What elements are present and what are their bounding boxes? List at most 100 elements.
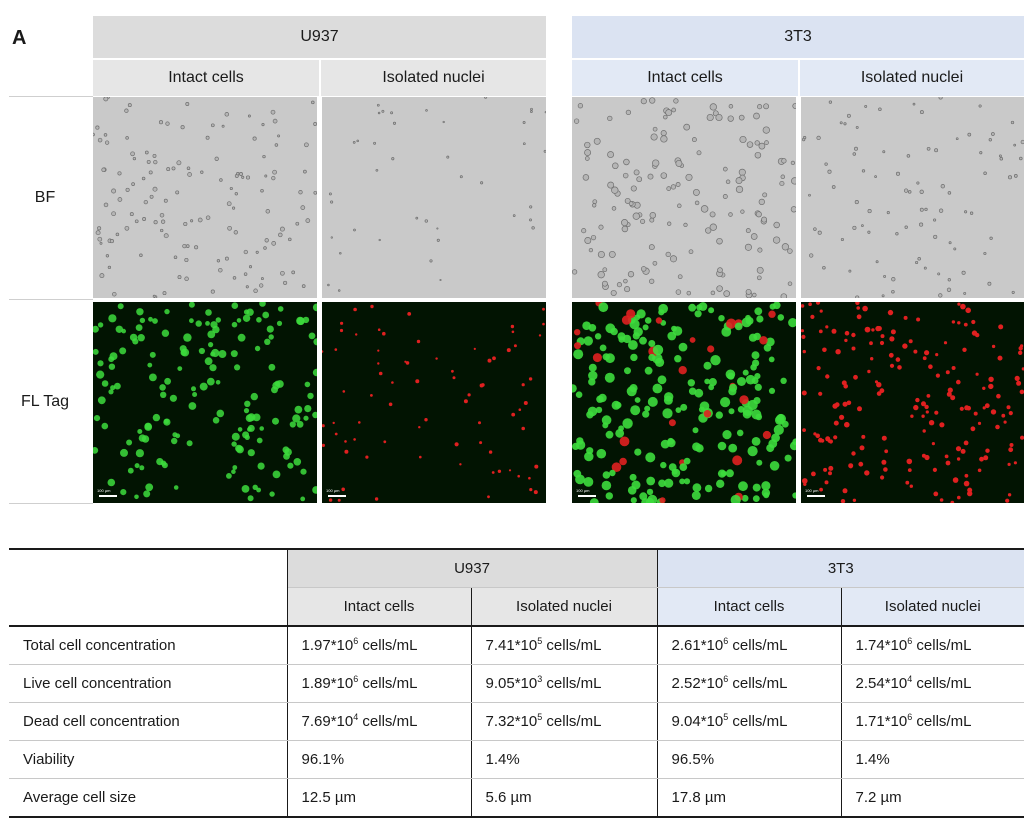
cell-dot [164, 308, 170, 315]
scale-bar-label: 100 µm [326, 488, 340, 493]
scale-bar-label: 100 µm [805, 488, 819, 493]
cell-dot [784, 454, 792, 462]
cell-dot [337, 289, 341, 292]
cell-dot [596, 395, 604, 403]
cell-dot [195, 320, 202, 327]
cell-dot [358, 421, 361, 424]
cell-dot [177, 275, 182, 280]
cell-dot [716, 479, 725, 488]
cell-dot [1008, 447, 1014, 453]
cell-dot [979, 151, 983, 155]
cell-dot [182, 243, 187, 249]
cell-dot [679, 463, 688, 471]
cell-dot [245, 285, 249, 289]
cell-dot [816, 135, 821, 141]
cell-dot [108, 389, 114, 395]
cell-dot [492, 356, 496, 361]
cell-dot [970, 426, 976, 432]
cell-dot [647, 396, 658, 407]
cell-dot [224, 256, 229, 261]
cell-dot [881, 435, 887, 441]
cell-dot [818, 329, 823, 334]
cell-dot [945, 460, 951, 466]
cell-dot [191, 386, 196, 392]
cell-dot [824, 480, 829, 485]
cell-dot [967, 490, 973, 497]
cell-dot [867, 230, 871, 234]
cell-dot [995, 424, 1000, 430]
cell-dot [300, 496, 306, 502]
table-cell: 1.71*106 cells/mL [841, 702, 1024, 741]
cell-dot [1007, 493, 1012, 497]
cell-dot [864, 470, 870, 476]
cell-dot [919, 110, 924, 115]
cell-dot [777, 314, 785, 321]
cell-dot [664, 478, 674, 488]
cell-dot [940, 184, 945, 189]
cell-dot [904, 225, 908, 229]
cell-dot [311, 100, 315, 105]
cell-dot [480, 181, 484, 185]
cell-dot [634, 314, 641, 321]
cell-dot [819, 309, 823, 313]
cell-dot [1020, 435, 1024, 440]
cell-dot [718, 315, 725, 322]
cell-dot [652, 260, 658, 266]
cell-dot [722, 430, 732, 440]
cell-dot [688, 303, 697, 312]
cell-dot [255, 250, 259, 254]
cell-dot [811, 471, 816, 477]
cell-dot [895, 171, 901, 176]
cell-dot [126, 439, 133, 446]
cell-dot [775, 415, 785, 425]
cell-dot [584, 451, 594, 462]
cell-dot [148, 170, 153, 175]
cell-dot [754, 140, 760, 146]
cell-dot [352, 141, 356, 144]
cell-dot [729, 383, 738, 392]
cell-dot [649, 278, 655, 284]
cell-dot [846, 113, 851, 118]
cell-dot [660, 135, 668, 143]
cell-dot [889, 336, 895, 342]
cell-dot [833, 435, 838, 440]
cell-dot [206, 377, 215, 386]
results-table: U937 3T3 Intact cells Isolated nuclei In… [9, 548, 1024, 818]
cell-dot [200, 170, 204, 174]
panel-label: A [12, 27, 27, 49]
cell-dot [95, 125, 100, 130]
cell-dot [232, 206, 236, 210]
cell-dot [801, 390, 807, 396]
cell-dot [943, 341, 948, 345]
cell-dot [595, 406, 603, 414]
cell-dot [271, 241, 277, 246]
cell-dot [370, 304, 374, 309]
cell-dot [124, 108, 129, 113]
cell-dot [640, 98, 647, 105]
cell-dot [253, 288, 258, 294]
cell-dot [138, 434, 147, 442]
cell-dot [115, 232, 120, 237]
cell-dot [376, 103, 380, 107]
cell-dot [679, 478, 685, 485]
cell-dot [107, 265, 112, 270]
cell-dot [919, 207, 924, 212]
cell-dot [928, 420, 935, 426]
cell-dot [596, 448, 607, 459]
cell-dot [479, 441, 483, 445]
cell-dot [373, 141, 377, 145]
table-group-u937: U937 [287, 548, 658, 588]
cell-dot [921, 414, 925, 418]
cell-dot [463, 399, 468, 404]
cell-dot [280, 270, 285, 276]
cell-dot [742, 369, 749, 376]
cell-dot [780, 377, 787, 384]
cell-dot [624, 197, 631, 204]
scale-bar [578, 495, 596, 497]
cell-dot [876, 382, 882, 388]
cell-dot [231, 441, 237, 447]
cell-dot [728, 104, 734, 109]
cell-dot [261, 123, 265, 127]
cell-dot [322, 443, 325, 447]
table-cell: 17.8 µm [657, 778, 842, 818]
